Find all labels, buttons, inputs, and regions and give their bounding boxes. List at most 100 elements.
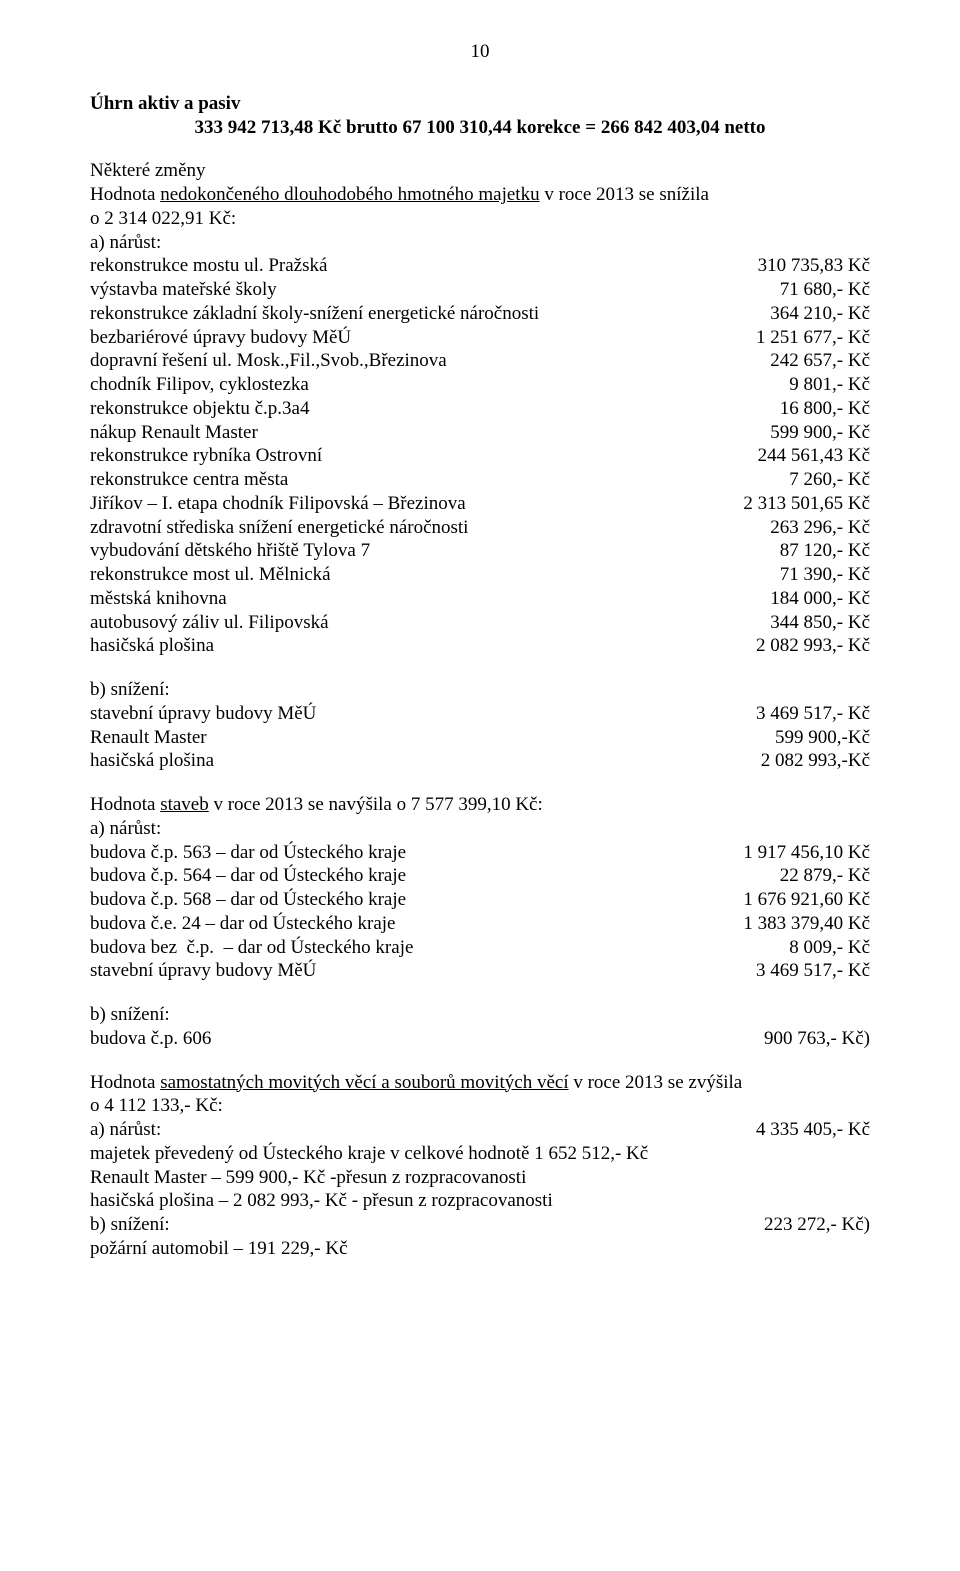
hmotny-intro-suffix: v roce 2013 se snížila	[540, 184, 709, 205]
list-item: budova č.p. 564 – dar od Ústeckého kraje…	[90, 864, 870, 888]
list-item-label: výstavba mateřské školy	[90, 278, 762, 302]
text-line: Renault Master – 599 900,- Kč -přesun z …	[90, 1166, 870, 1190]
list-item-value: 1 383 379,40 Kč	[725, 912, 870, 936]
list-item-label: rekonstrukce centra města	[90, 468, 771, 492]
list-item-label: hasičská plošina	[90, 634, 738, 658]
hmotny-a-header: a) nárůst:	[90, 231, 870, 255]
list-item-label: rekonstrukce objektu č.p.3a4	[90, 397, 762, 421]
list-item-value: 599 900,- Kč	[752, 421, 870, 445]
list-item: Renault Master599 900,-Kč	[90, 726, 870, 750]
text-line: požární automobil – 191 229,- Kč	[90, 1237, 870, 1261]
movite-a-header-label: a) nárůst:	[90, 1118, 738, 1142]
list-item-value: 344 850,- Kč	[752, 611, 870, 635]
list-item-label: rekonstrukce mostu ul. Pražská	[90, 254, 740, 278]
list-item-value: 1 917 456,10 Kč	[725, 841, 870, 865]
list-item-label: rekonstrukce rybníka Ostrovní	[90, 444, 740, 468]
list-item: rekonstrukce centra města7 260,- Kč	[90, 468, 870, 492]
list-item-label: vybudování dětského hřiště Tylova 7	[90, 539, 762, 563]
hmotny-b-list: stavební úpravy budovy MěÚ3 469 517,- Kč…	[90, 702, 870, 773]
list-item-label: rekonstrukce základní školy-snížení ener…	[90, 302, 752, 326]
stavby-b-list: budova č.p. 606900 763,- Kč)	[90, 1027, 870, 1051]
list-item: budova bez č.p. – dar od Ústeckého kraje…	[90, 936, 870, 960]
list-item-value: 244 561,43 Kč	[740, 444, 870, 468]
list-item-value: 900 763,- Kč)	[746, 1027, 870, 1051]
list-item-value: 7 260,- Kč	[771, 468, 870, 492]
stavby-b-header: b) snížení:	[90, 1003, 870, 1027]
movite-a-lines: majetek převedený od Ústeckého kraje v c…	[90, 1142, 870, 1213]
list-item-label: dopravní řešení ul. Mosk.,Fil.,Svob.,Bře…	[90, 349, 752, 373]
page-number: 10	[90, 40, 870, 64]
movite-b-header-value: 223 272,- Kč)	[746, 1213, 870, 1237]
list-item-value: 599 900,-Kč	[757, 726, 870, 750]
list-item-value: 22 879,- Kč	[762, 864, 870, 888]
movite-b-header-label: b) snížení:	[90, 1213, 746, 1237]
list-item-label: budova č.p. 564 – dar od Ústeckého kraje	[90, 864, 762, 888]
list-item: nákup Renault Master599 900,- Kč	[90, 421, 870, 445]
list-item: vybudování dětského hřiště Tylova 7 87 1…	[90, 539, 870, 563]
stavby-a-header: a) nárůst:	[90, 817, 870, 841]
list-item: budova č.p. 606900 763,- Kč)	[90, 1027, 870, 1051]
list-item: budova č.p. 568 – dar od Ústeckého kraje…	[90, 888, 870, 912]
list-item: stavební úpravy budovy MěÚ3 469 517,- Kč	[90, 959, 870, 983]
document-page: 10 Úhrn aktiv a pasiv 333 942 713,48 Kč …	[0, 0, 960, 1321]
list-item-value: 71 390,- Kč	[762, 563, 870, 587]
list-item-value: 184 000,- Kč	[752, 587, 870, 611]
list-item-value: 2 313 501,65 Kč	[725, 492, 870, 516]
movite-intro-line1: Hodnota samostatných movitých věcí a sou…	[90, 1071, 870, 1095]
list-item: rekonstrukce rybníka Ostrovní 244 561,43…	[90, 444, 870, 468]
list-item-value: 2 082 993,-Kč	[743, 749, 870, 773]
list-item-label: budova č.p. 563 – dar od Ústeckého kraje	[90, 841, 725, 865]
sum-line: 333 942 713,48 Kč brutto 67 100 310,44 k…	[90, 116, 870, 140]
list-item-label: rekonstrukce most ul. Mělnická	[90, 563, 762, 587]
text-line: hasičská plošina – 2 082 993,- Kč - přes…	[90, 1189, 870, 1213]
list-item-value: 2 082 993,- Kč	[738, 634, 870, 658]
hmotny-intro-line1: Hodnota nedokončeného dlouhodobého hmotn…	[90, 183, 870, 207]
list-item-label: budova bez č.p. – dar od Ústeckého kraje	[90, 936, 771, 960]
list-item-label: chodník Filipov, cyklostezka	[90, 373, 771, 397]
list-item-label: stavební úpravy budovy MěÚ	[90, 702, 738, 726]
movite-a-header-row: a) nárůst: 4 335 405,- Kč	[90, 1118, 870, 1142]
hmotny-intro-underline: nedokončeného dlouhodobého hmotného maje…	[160, 184, 539, 205]
list-item: Jiříkov – I. etapa chodník Filipovská – …	[90, 492, 870, 516]
list-item-value: 242 657,- Kč	[752, 349, 870, 373]
hmotny-b-header: b) snížení:	[90, 678, 870, 702]
list-item: zdravotní střediska snížení energetické …	[90, 516, 870, 540]
stavby-a-list: budova č.p. 563 – dar od Ústeckého kraje…	[90, 841, 870, 984]
movite-a-header-value: 4 335 405,- Kč	[738, 1118, 870, 1142]
changes-heading: Některé změny	[90, 159, 870, 183]
list-item-label: bezbariérové úpravy budovy MěÚ	[90, 326, 738, 350]
stavby-intro: Hodnota staveb v roce 2013 se navýšila o…	[90, 793, 870, 817]
list-item-value: 1 251 677,- Kč	[738, 326, 870, 350]
list-item-value: 9 801,- Kč	[771, 373, 870, 397]
list-item: chodník Filipov, cyklostezka 9 801,- Kč	[90, 373, 870, 397]
list-item-value: 364 210,- Kč	[752, 302, 870, 326]
hmotny-intro-prefix: Hodnota	[90, 184, 160, 205]
list-item-value: 310 735,83 Kč	[740, 254, 870, 278]
list-item: autobusový záliv ul. Filipovská344 850,-…	[90, 611, 870, 635]
list-item-value: 16 800,- Kč	[762, 397, 870, 421]
list-item-label: budova č.e. 24 – dar od Ústeckého kraje	[90, 912, 725, 936]
movite-b-header-row: b) snížení: 223 272,- Kč)	[90, 1213, 870, 1237]
movite-intro-underline: samostatných movitých věcí a souborů mov…	[160, 1072, 568, 1093]
list-item-label: budova č.p. 568 – dar od Ústeckého kraje	[90, 888, 725, 912]
movite-intro-prefix: Hodnota	[90, 1072, 160, 1093]
list-item: rekonstrukce mostu ul. Pražská310 735,83…	[90, 254, 870, 278]
list-item-label: budova č.p. 606	[90, 1027, 746, 1051]
list-item: budova č.e. 24 – dar od Ústeckého kraje1…	[90, 912, 870, 936]
list-item-value: 1 676 921,60 Kč	[725, 888, 870, 912]
list-item-label: Renault Master	[90, 726, 757, 750]
list-item: bezbariérové úpravy budovy MěÚ1 251 677,…	[90, 326, 870, 350]
heading-uhrn: Úhrn aktiv a pasiv	[90, 92, 870, 116]
movite-intro-line2: o 4 112 133,- Kč:	[90, 1094, 870, 1118]
stavby-intro-suffix: v roce 2013 se navýšila o 7 577 399,10 K…	[209, 794, 543, 815]
list-item-value: 71 680,- Kč	[762, 278, 870, 302]
list-item-value: 87 120,- Kč	[762, 539, 870, 563]
list-item-value: 8 009,- Kč	[771, 936, 870, 960]
list-item-label: zdravotní střediska snížení energetické …	[90, 516, 752, 540]
list-item: hasičská plošina2 082 993,-Kč	[90, 749, 870, 773]
hmotny-intro-line2: o 2 314 022,91 Kč:	[90, 207, 870, 231]
list-item: výstavba mateřské školy71 680,- Kč	[90, 278, 870, 302]
list-item-label: Jiříkov – I. etapa chodník Filipovská – …	[90, 492, 725, 516]
list-item-value: 3 469 517,- Kč	[738, 702, 870, 726]
list-item-label: nákup Renault Master	[90, 421, 752, 445]
